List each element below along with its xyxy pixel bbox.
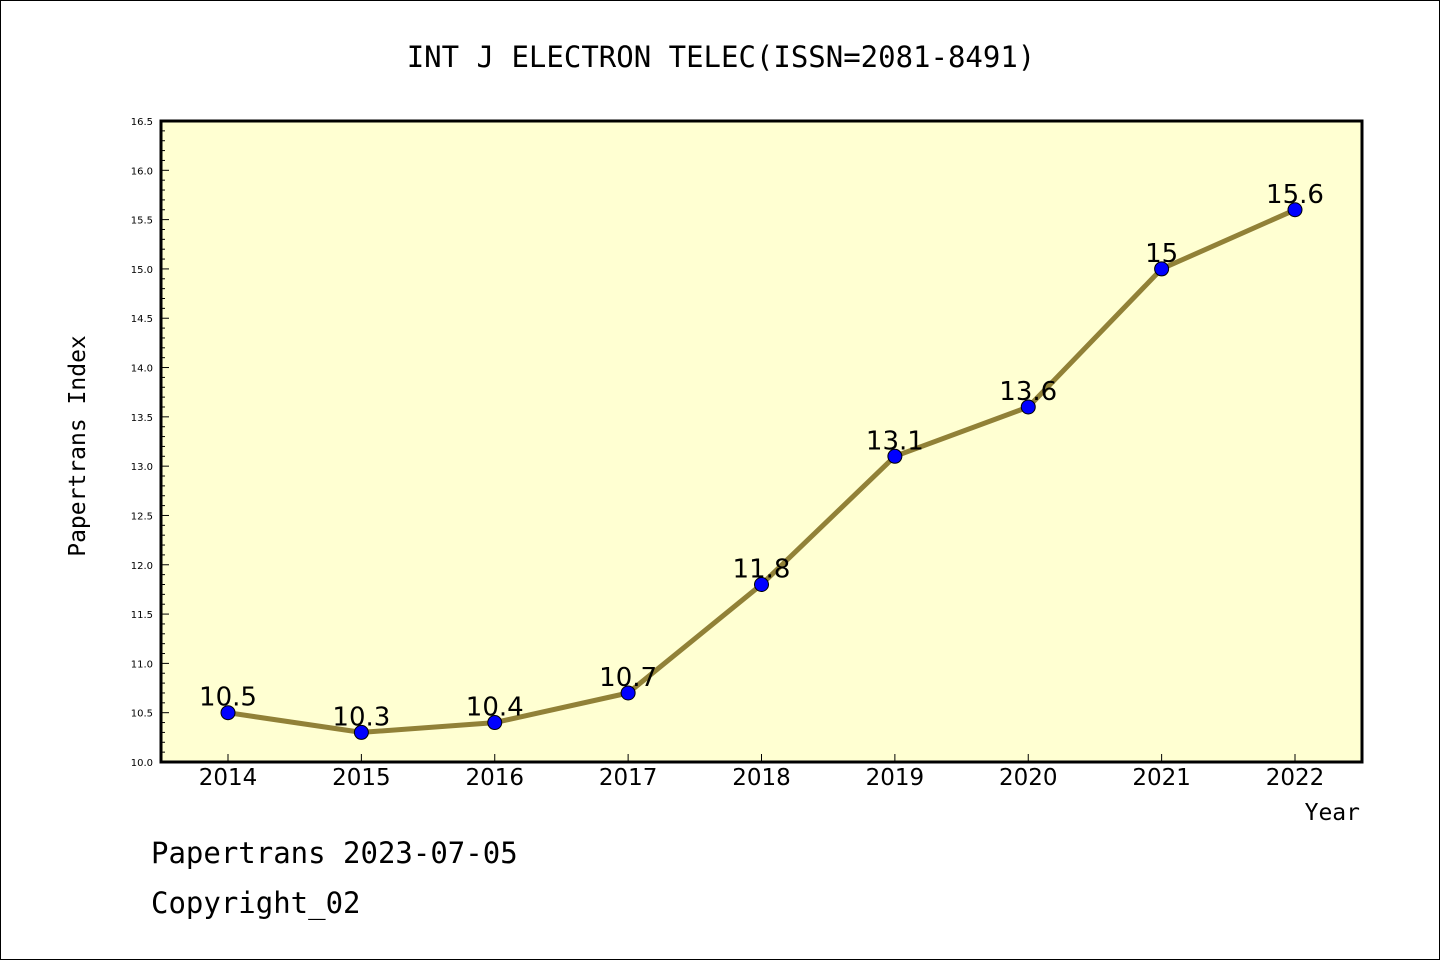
y-tick-label: 11.0 (131, 659, 153, 670)
x-tick-label: 2022 (1266, 765, 1325, 791)
y-tick-label: 16.0 (131, 166, 153, 177)
data-label: 10.3 (332, 702, 390, 732)
y-tick-label: 16.5 (131, 117, 153, 128)
data-label: 15 (1145, 239, 1178, 269)
x-tick-label: 2019 (866, 765, 925, 791)
x-tick-label: 2015 (332, 765, 391, 791)
x-axis-label: Year (1305, 800, 1360, 826)
y-tick-label: 10.0 (131, 758, 153, 769)
chart-title: INT J ELECTRON TELEC(ISSN=2081-8491) (407, 40, 1036, 74)
x-tick-label: 2020 (999, 765, 1058, 791)
data-label: 13.1 (866, 426, 924, 456)
plot-area (161, 121, 1362, 762)
y-tick-label: 12.0 (131, 561, 153, 572)
plot-frame (159, 119, 1364, 764)
data-label: 10.5 (199, 683, 257, 713)
y-tick-label: 13.0 (131, 462, 153, 473)
series-markers (220, 202, 1303, 740)
y-tick-label: 11.5 (131, 610, 153, 621)
x-tick-label: 2018 (732, 765, 791, 791)
data-point (1287, 202, 1303, 218)
data-label: 10.7 (599, 663, 657, 693)
y-tick-label: 15.0 (131, 265, 153, 276)
data-point (1020, 399, 1036, 415)
y-axis-label: Papertrans Index (65, 335, 91, 557)
data-point (353, 724, 369, 740)
data-point (1154, 261, 1170, 277)
footer-date-line: Papertrans 2023-07-05 (151, 836, 518, 870)
y-tick-label: 15.5 (131, 216, 153, 227)
x-tick-label: 2021 (1132, 765, 1191, 791)
footer-copyright-line: Copyright_02 (151, 886, 361, 920)
data-point (887, 448, 903, 464)
x-tick-label: 2016 (465, 765, 524, 791)
data-label: 10.4 (466, 693, 524, 723)
data-label: 11.8 (733, 554, 791, 584)
x-axis: 2014 2015 2016 2017 2018 2019 2020 2021 2022 (199, 754, 1325, 791)
data-point (220, 705, 236, 721)
y-tick-label: 10.5 (131, 709, 153, 720)
y-tick-label: 14.0 (131, 364, 153, 375)
y-tick-label: 13.5 (131, 413, 153, 424)
x-tick-label: 2014 (199, 765, 258, 791)
data-label: 13.6 (999, 377, 1057, 407)
data-point (620, 685, 636, 701)
y-tick-label: 12.5 (131, 511, 153, 522)
data-point (754, 576, 769, 592)
data-point (487, 715, 503, 731)
y-tick-label: 14.5 (131, 314, 153, 325)
x-tick-label: 2017 (599, 765, 658, 791)
data-labels: 10.5 10.3 10.4 10.7 11.8 13.1 13.6 15 15.6 (199, 180, 1324, 733)
data-label: 15.6 (1266, 180, 1324, 210)
y-axis: 10.0 10.5 11.0 11.5 12.0 12.5 13.0 13.5 14.0 14.5… (131, 117, 153, 769)
